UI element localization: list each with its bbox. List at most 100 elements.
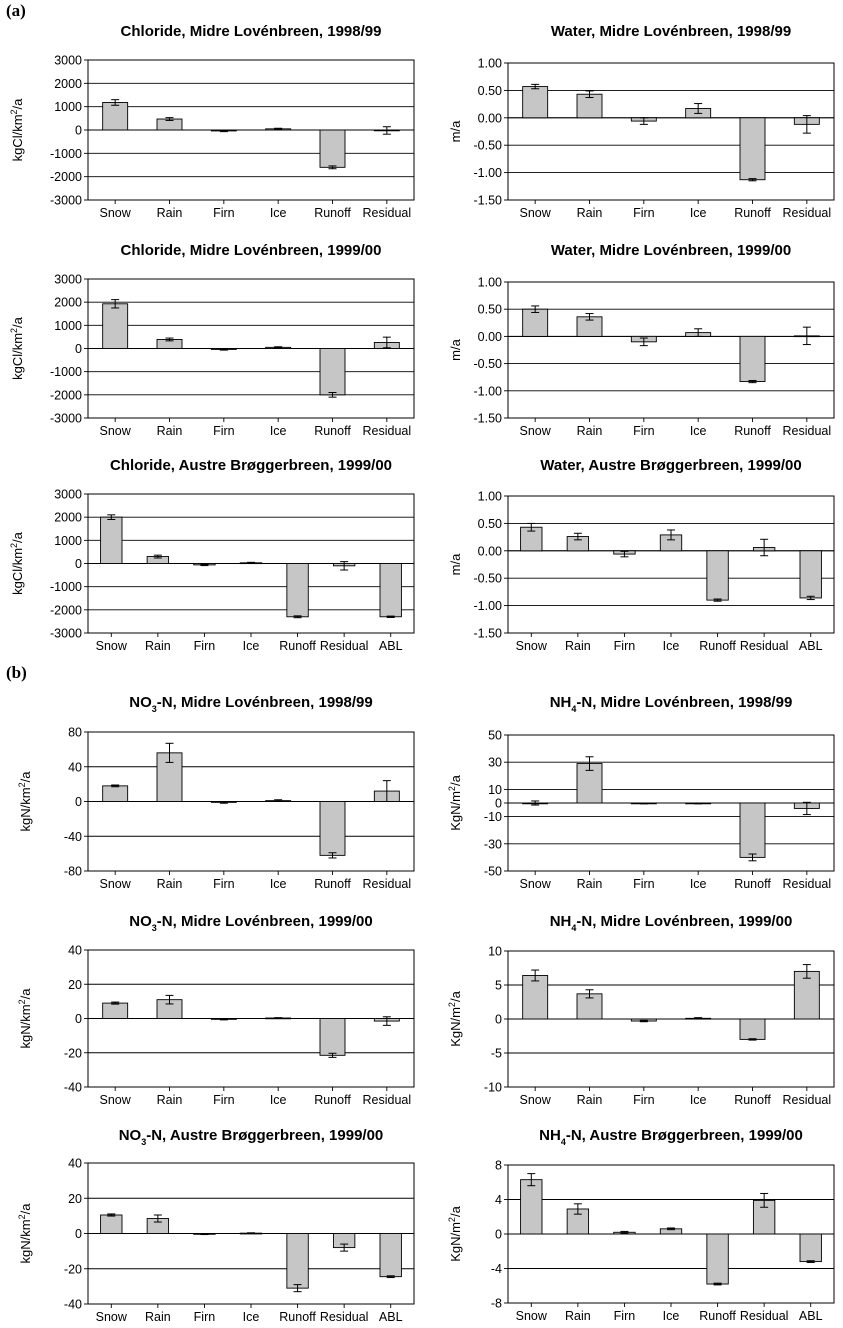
x-tick-label: Rain [157, 877, 183, 891]
y-tick-label: 40 [68, 760, 82, 774]
y-axis-label: m/a [448, 553, 463, 575]
bar-runoff [739, 117, 766, 181]
y-tick-label: -1.50 [474, 412, 503, 426]
y-tick-label: -1.00 [474, 384, 503, 398]
x-tick-label: Firn [633, 1093, 655, 1107]
chart-title: NO3-N, Midre Lovénbreen, 1998/99 [129, 694, 372, 714]
y-axis-label: KgN/m2/a [447, 774, 463, 830]
x-tick-label: Ice [690, 877, 707, 891]
charts-group: Chloride, Midre Lovénbreen, 1998/99 kgCl/… [9, 23, 835, 1324]
x-tick-label: Rain [577, 877, 603, 891]
y-tick-label: 2000 [54, 296, 82, 310]
chart-6: Water, Austre Brøggerbreen, 1999/00 m/a 1.… [448, 457, 835, 653]
bar-runoff [739, 335, 766, 383]
y-tick-label: -4 [491, 1262, 502, 1276]
y-tick-label: 3000 [54, 273, 82, 287]
chart-1: Chloride, Midre Lovénbreen, 1998/99 kgCl/… [9, 23, 415, 220]
x-tick-label: Firn [614, 639, 636, 653]
bar-runoff [319, 129, 346, 168]
bar-snow [522, 975, 549, 1020]
chart-title: NH4-N, Austre Brøggerbreen, 1999/00 [539, 1127, 803, 1147]
x-tick-label: Residual [783, 206, 832, 220]
x-tick-label: Rain [145, 1310, 171, 1324]
x-tick-label: Runoff [314, 424, 351, 438]
y-tick-label: 1.00 [478, 490, 502, 504]
y-tick-label: 50 [488, 729, 502, 743]
y-tick-label: -40 [64, 830, 82, 844]
x-tick-label: Ice [690, 1093, 707, 1107]
y-tick-label: 5 [495, 979, 502, 993]
y-axis-label: kgCl/km2/a [9, 316, 25, 380]
x-tick-label: Firn [213, 877, 235, 891]
x-tick-label: Runoff [279, 639, 316, 653]
x-tick-label: Residual [363, 424, 412, 438]
x-tick-label: Residual [363, 877, 412, 891]
y-tick-label: 30 [488, 756, 502, 770]
y-tick-label: 0 [75, 124, 82, 138]
bar-snow [100, 516, 123, 564]
y-tick-label: 0.00 [478, 544, 502, 558]
y-tick-label: -2000 [50, 170, 82, 184]
x-tick-label: Snow [96, 1310, 128, 1324]
x-tick-label: Firn [633, 424, 655, 438]
bar-snow [102, 102, 129, 131]
y-tick-label: 3000 [54, 54, 82, 68]
x-tick-label: Residual [363, 1093, 412, 1107]
bar-snow [522, 308, 549, 337]
y-tick-label: 1000 [54, 319, 82, 333]
plot-frame [507, 495, 835, 634]
bar-runoff [319, 1018, 346, 1056]
x-tick-label: Residual [363, 206, 412, 220]
x-tick-label: Runoff [734, 424, 771, 438]
y-tick-label: -50 [484, 865, 502, 879]
y-tick-label: -1.50 [474, 627, 503, 641]
x-tick-label: Firn [213, 206, 235, 220]
y-tick-label: 0 [75, 342, 82, 356]
y-tick-label: 4 [495, 1193, 502, 1207]
bar-rain [576, 763, 603, 804]
y-tick-label: -3000 [50, 194, 82, 208]
x-tick-label: Firn [633, 206, 655, 220]
y-tick-label: -8 [491, 1297, 502, 1311]
y-tick-label: -0.50 [474, 139, 503, 153]
bar-abl [379, 563, 402, 618]
y-tick-label: -20 [64, 1262, 82, 1276]
x-tick-label: Residual [783, 877, 832, 891]
x-tick-label: Ice [270, 206, 287, 220]
x-tick-label: Snow [516, 639, 548, 653]
x-tick-label: Runoff [314, 206, 351, 220]
x-tick-label: Rain [577, 1093, 603, 1107]
chart-7: NO3-N, Midre Lovénbreen, 1998/99 kgN/km2/… [17, 694, 415, 891]
chart-3: Chloride, Midre Lovénbreen, 1999/00 kgCl/… [9, 242, 415, 438]
y-axis-label: kgN/km2/a [17, 988, 33, 1049]
bar-snow [520, 1179, 543, 1235]
y-tick-label: -3000 [50, 627, 82, 641]
x-tick-label: Runoff [279, 1310, 316, 1324]
y-tick-label: -1000 [50, 147, 82, 161]
y-tick-label: 0.00 [478, 111, 502, 125]
x-tick-label: Snow [100, 877, 132, 891]
y-tick-label: 10 [488, 945, 502, 959]
x-tick-label: Residual [320, 639, 369, 653]
chart-8: NH4-N, Midre Lovénbreen, 1998/99 KgN/m2/a… [447, 694, 835, 891]
y-tick-label: -1000 [50, 580, 82, 594]
x-tick-label: Residual [740, 639, 789, 653]
x-tick-label: Ice [663, 639, 680, 653]
chart-title: NH4-N, Midre Lovénbreen, 1998/99 [550, 694, 793, 714]
bar-abl [379, 1233, 402, 1278]
x-tick-label: ABL [799, 1309, 823, 1323]
y-tick-label: 0 [75, 557, 82, 571]
chart-title: Water, Midre Lovénbreen, 1998/99 [551, 23, 791, 40]
y-axis-label: m/a [448, 338, 463, 360]
y-tick-label: 1000 [54, 100, 82, 114]
chart-10: NH4-N, Midre Lovénbreen, 1999/00 KgN/m2/a… [447, 913, 835, 1107]
plot-frame [507, 62, 835, 201]
y-tick-label: -10 [484, 1081, 502, 1095]
y-tick-label: 2000 [54, 77, 82, 91]
y-tick-label: 1.00 [478, 57, 502, 71]
y-tick-label: 2000 [54, 511, 82, 525]
x-tick-label: Firn [213, 424, 235, 438]
bar-snow [102, 785, 129, 802]
y-tick-label: -5 [491, 1047, 502, 1061]
